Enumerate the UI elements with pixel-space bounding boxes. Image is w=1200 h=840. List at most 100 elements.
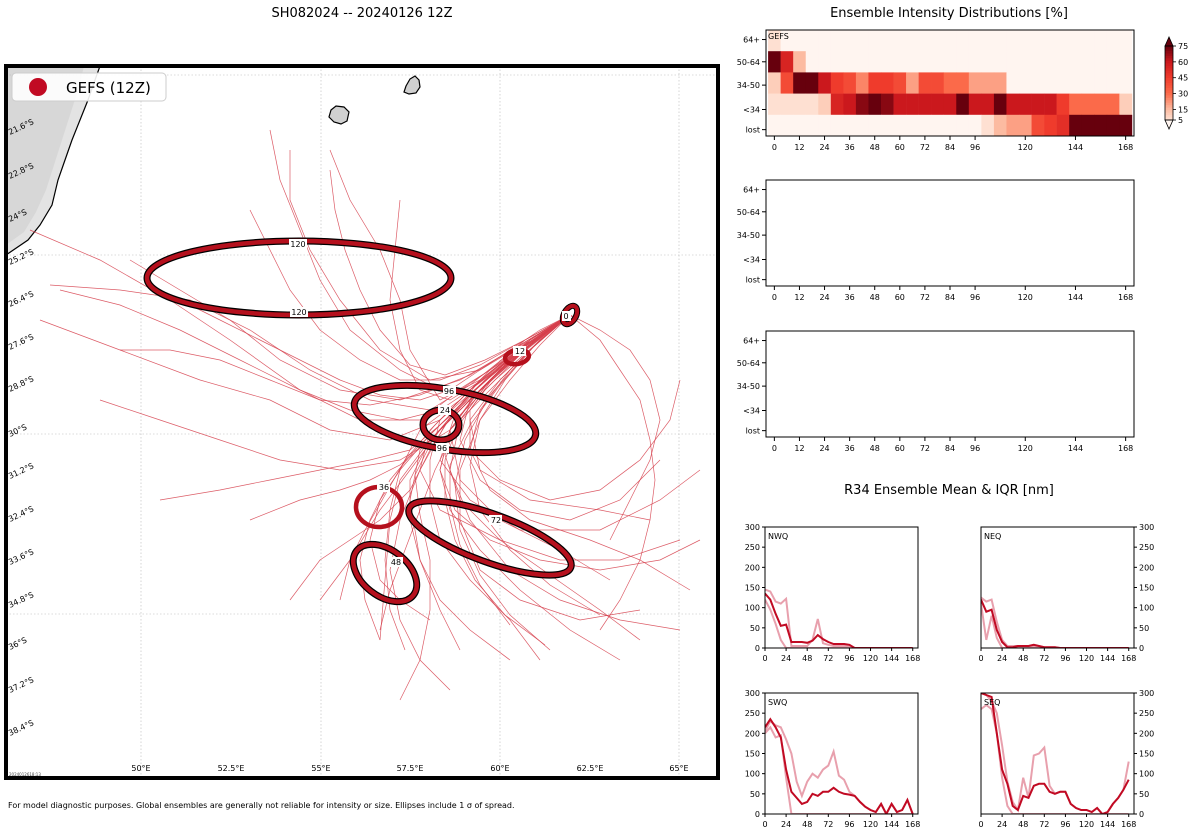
heat-cell <box>1106 72 1120 94</box>
heat-cell <box>943 30 957 52</box>
heat-cell <box>1044 72 1057 94</box>
r34-xtick-label: 144 <box>1100 654 1115 663</box>
heat-cell <box>1006 114 1020 137</box>
svg-text:48: 48 <box>391 558 401 567</box>
heat-cell <box>768 93 781 116</box>
r34-xtick-label: 168 <box>1121 820 1136 829</box>
colorbar-segment <box>1165 115 1173 118</box>
heat-cell <box>881 72 894 94</box>
heat-cell <box>805 93 819 116</box>
heat-cell <box>843 93 857 116</box>
heatmap-xtick-label: 48 <box>870 143 880 152</box>
heatmap-xtick-label: 48 <box>870 293 880 302</box>
colorbar-tick-label: 75 <box>1178 42 1188 51</box>
heat-cell <box>855 72 869 94</box>
lon-label: 62.5°E <box>577 764 604 773</box>
r34-series-area <box>981 693 1130 814</box>
r34-xtick-label: 120 <box>1079 654 1094 663</box>
heatmap-xtick-label: 48 <box>870 444 880 453</box>
heat-cell <box>1056 114 1070 137</box>
heat-cell <box>993 93 1007 116</box>
heat-cell <box>993 72 1007 94</box>
heat-cell <box>1006 30 1020 52</box>
r34-ytick-label: 50 <box>750 790 760 799</box>
heat-cell <box>868 114 882 137</box>
r34-series-area <box>765 717 914 814</box>
heat-cell <box>793 51 807 73</box>
heatmap-xtick-label: 144 <box>1068 293 1083 302</box>
r34-xtick-label: 0 <box>762 654 767 663</box>
heat-cell <box>780 93 794 116</box>
heat-cell <box>918 51 932 73</box>
heatmap-xtick-label: 0 <box>772 444 777 453</box>
heatmap-xtick-label: 72 <box>920 143 930 152</box>
heat-cell <box>1081 30 1095 52</box>
heatmap-xtick-label: 144 <box>1068 444 1083 453</box>
r34-xtick-label: 120 <box>863 654 878 663</box>
r34-quadrant-label: NEQ <box>984 532 1001 541</box>
heatmap-xtick-label: 168 <box>1118 143 1133 152</box>
heat-cell <box>818 93 832 116</box>
heatmap-frame <box>765 179 1135 287</box>
heat-cell <box>830 93 844 116</box>
ellipse-label-36: 36 <box>377 482 390 492</box>
heat-cell <box>818 114 832 137</box>
ensemble-track <box>269 129 571 396</box>
heat-cell <box>793 72 807 94</box>
r34-xtick-label: 96 <box>844 654 854 663</box>
heat-cell <box>956 114 970 137</box>
heatmap-xtick-label: 96 <box>970 444 980 453</box>
heatmap-xtick-label: 36 <box>845 444 855 453</box>
heatmap-row-label: 50-64 <box>737 208 760 217</box>
intensity-heatmap-empty-2: 64+ 50-64 34-50 <34 lost 0 12 24 36 48 60 72 84 96 120… <box>737 330 1135 453</box>
reunion-island <box>328 105 350 125</box>
lon-label: 55°E <box>311 764 330 773</box>
r34-ytick-label: 200 <box>1139 563 1154 572</box>
intensity-heatmap-empty-1: 64+ 50-64 34-50 <34 lost 0 12 24 36 48 60 72 84 96 120… <box>737 179 1135 302</box>
r34-iqr-lower-line <box>765 725 913 814</box>
r34-ytick-label: 100 <box>1139 604 1154 613</box>
heat-cell <box>1006 72 1020 94</box>
heat-cell <box>931 93 945 116</box>
heatmap-xtick-label: 120 <box>1018 143 1033 152</box>
heat-cell <box>881 30 894 52</box>
heatmap-xtick-label: 72 <box>920 293 930 302</box>
heatmap-xtick-label: 120 <box>1018 444 1033 453</box>
colorbar-tick-label: 15 <box>1178 105 1188 114</box>
heat-cell <box>893 72 907 94</box>
heat-cell <box>1056 51 1070 73</box>
heat-cell <box>906 93 919 116</box>
r34-xtick-label: 72 <box>1039 820 1049 829</box>
heat-cell <box>943 51 957 73</box>
heat-cell <box>793 114 807 137</box>
heat-cell <box>993 114 1007 137</box>
r34-ytick-label: 50 <box>1139 790 1149 799</box>
heat-cell <box>1081 51 1095 73</box>
heat-cell <box>968 72 982 94</box>
ensemble-track <box>249 209 571 381</box>
r34-xtick-label: 48 <box>802 820 812 829</box>
r34-iqr-upper-line <box>765 588 913 648</box>
colorbar-segment <box>1165 97 1173 101</box>
heatmap-xtick-label: 24 <box>819 293 829 302</box>
heat-cell <box>768 51 781 73</box>
heat-cell <box>780 51 794 73</box>
heat-cell <box>943 93 957 116</box>
ensemble-track <box>409 314 571 661</box>
r34-ytick-label: 300 <box>745 689 760 698</box>
heatmap-xtick-label: 96 <box>970 143 980 152</box>
heat-cell <box>868 72 882 94</box>
ellipse-labels: 120 120 96 96 72 <box>289 239 571 567</box>
track-map: 120 120 96 96 72 <box>4 64 720 780</box>
heatmap-xtick-label: 24 <box>819 143 829 152</box>
ellipse-label-48: 48 <box>390 557 403 567</box>
r34-iqr-upper-line <box>981 596 1129 648</box>
r34-frame <box>980 526 1135 649</box>
heat-cell <box>981 114 995 137</box>
heatmap-xtick-label: 168 <box>1118 444 1133 453</box>
ellipse-48h <box>349 540 421 606</box>
heat-cell <box>1069 114 1083 137</box>
heat-cell <box>1081 93 1095 116</box>
heatmap-xtick-label: 60 <box>895 444 905 453</box>
heat-cell <box>1044 30 1057 52</box>
